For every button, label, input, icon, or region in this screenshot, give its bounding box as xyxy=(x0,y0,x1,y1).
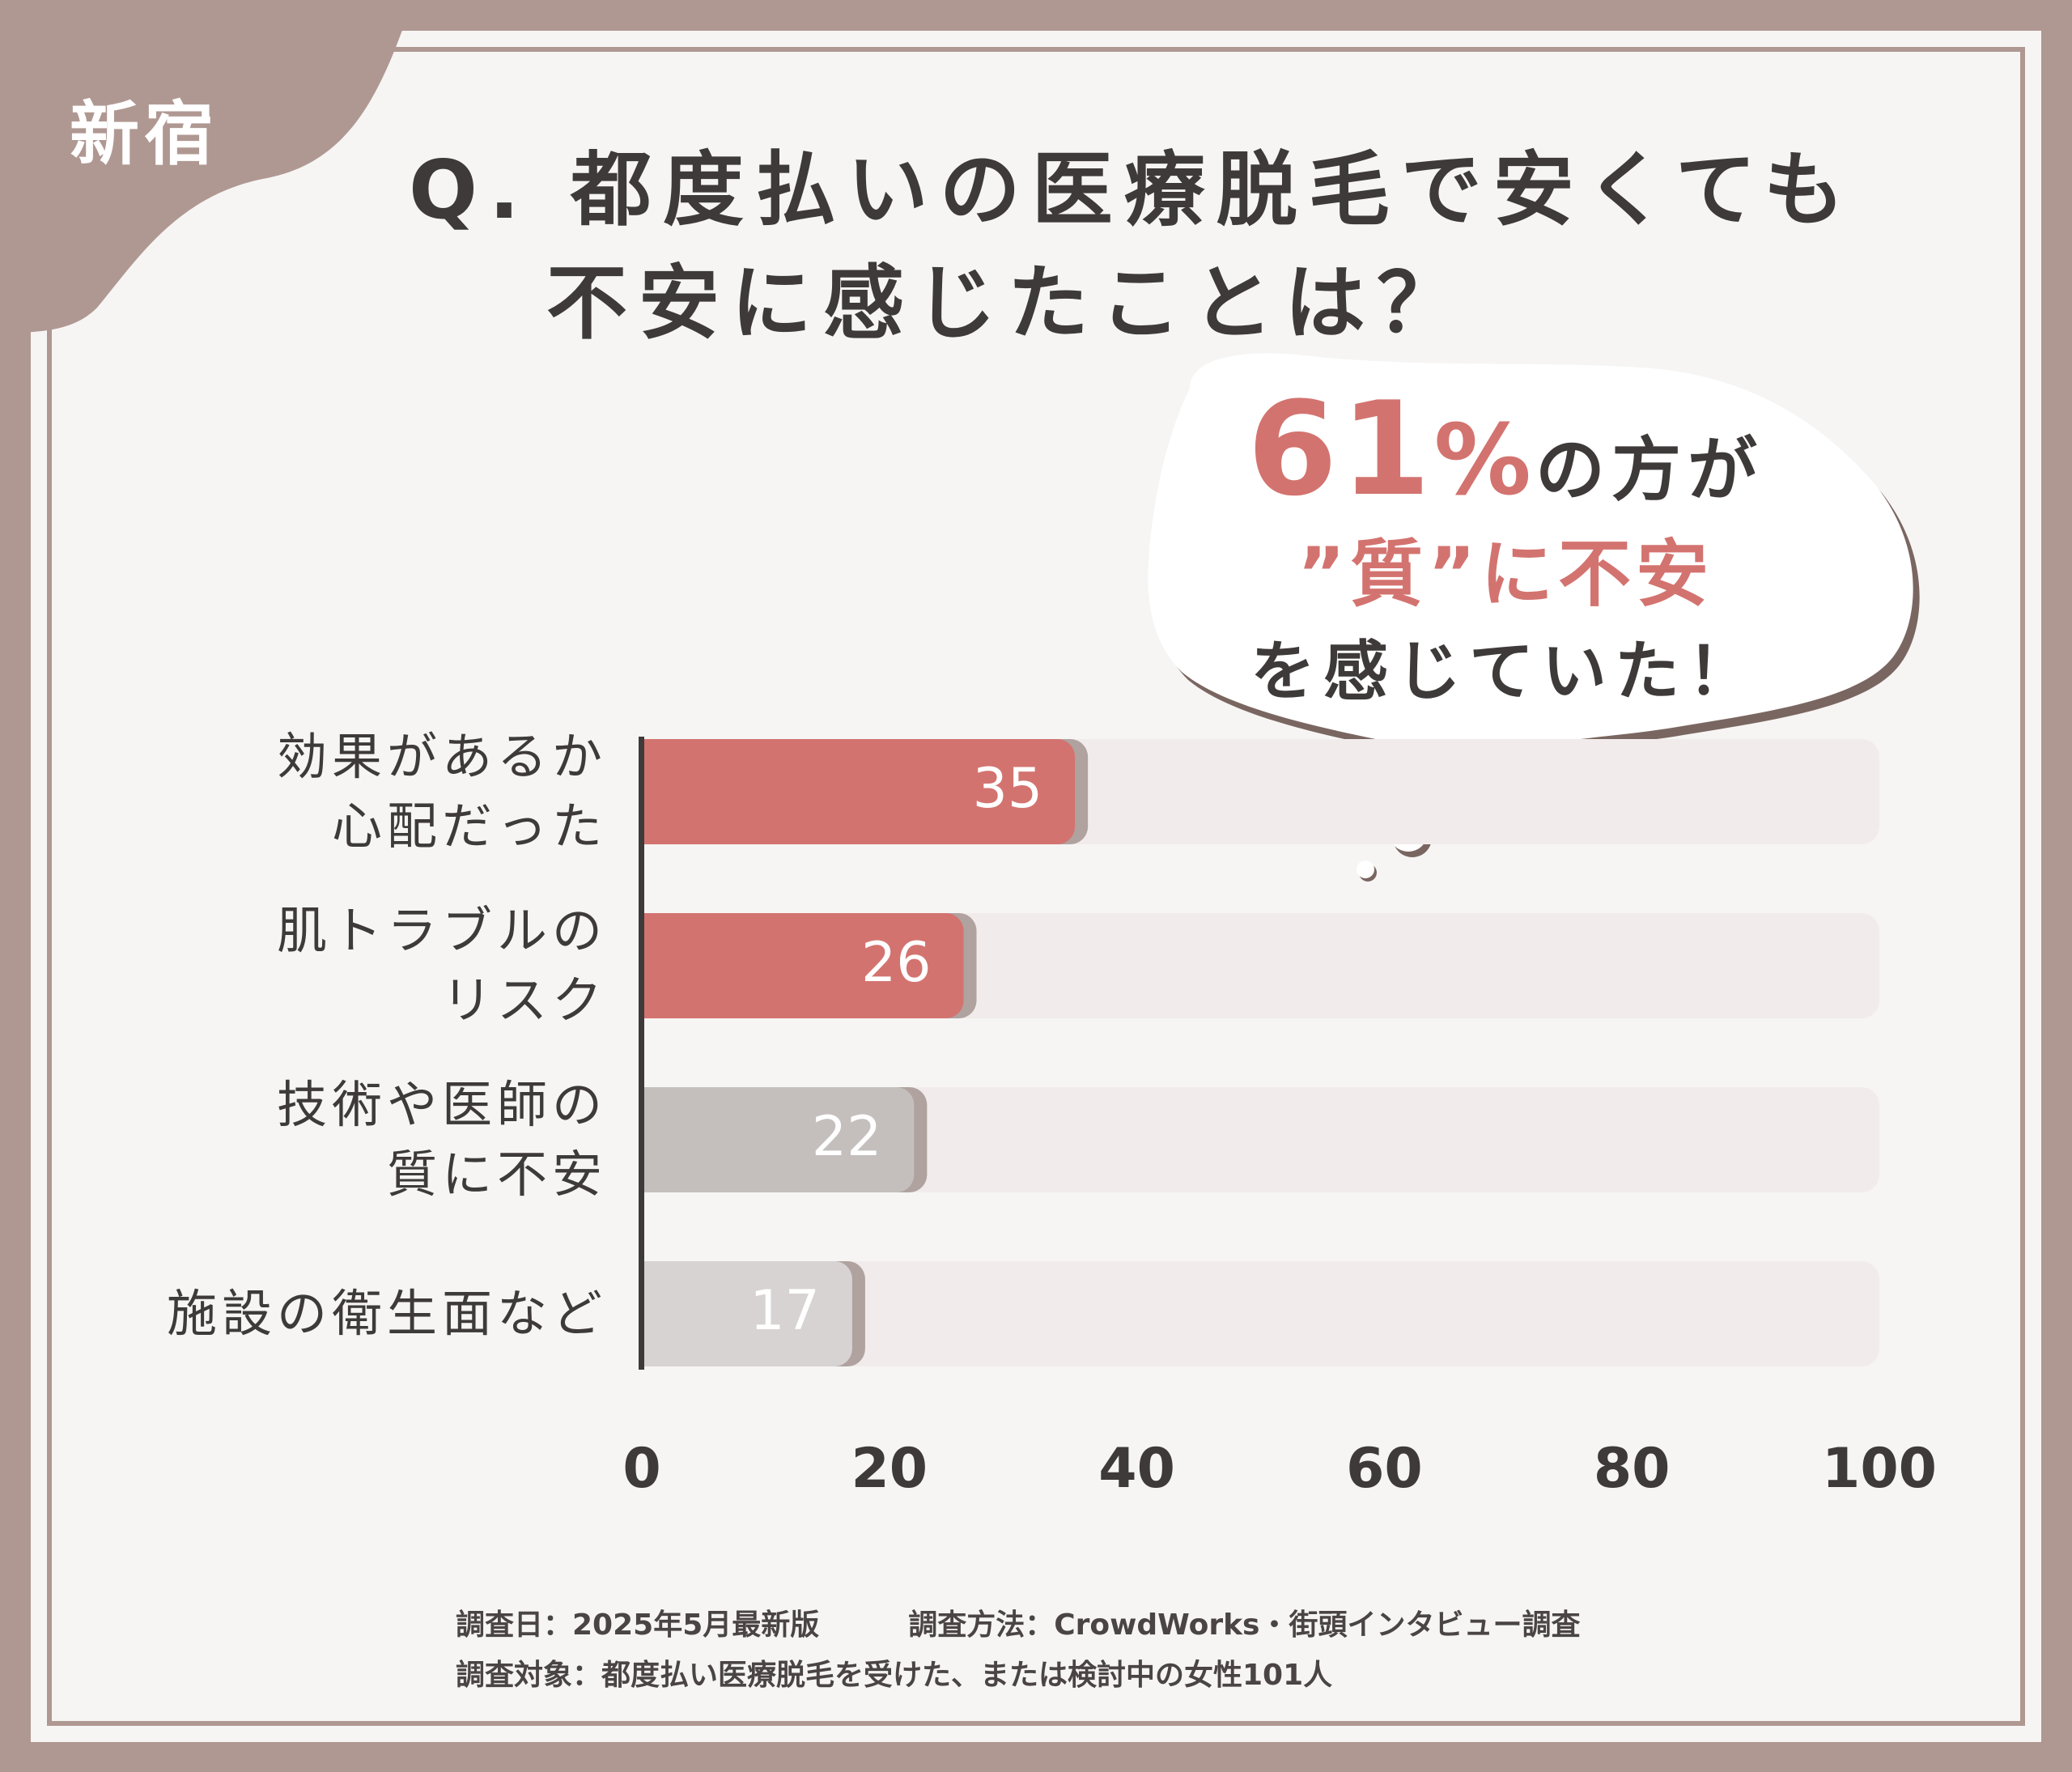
corner-blob xyxy=(0,0,413,334)
bar-edge-1 xyxy=(642,913,674,1018)
callout-text: 61% の方が ”質”に不安 を感じていた！ xyxy=(1149,372,1862,720)
speech-bubble xyxy=(1148,353,1920,882)
question-line-2: 不安に感じたことは？ xyxy=(546,256,1469,351)
bar-edge-2 xyxy=(642,1087,674,1192)
category-label-line: 施設の衛生面など xyxy=(166,1284,607,1343)
bar-value-label: 35 xyxy=(972,757,1043,821)
callout-percent-sign: % xyxy=(1433,405,1531,517)
category-label: 肌トラブルのリスク xyxy=(277,896,607,1035)
category-label-line: 心配だった xyxy=(331,797,607,856)
category-label-line: 肌トラブルの xyxy=(276,901,607,960)
survey-note-line-2: 調査対象：都度払い医療脱毛を受けた、または検討中の女性101人 xyxy=(456,1659,1333,1692)
callout-percent: 61 xyxy=(1247,373,1434,525)
bar-value-label: 17 xyxy=(749,1279,820,1343)
bar-3 xyxy=(642,1261,852,1366)
x-tick-label: 100 xyxy=(1822,1437,1937,1501)
y-axis-line xyxy=(639,737,644,1370)
callout-percent-after: の方が xyxy=(1535,430,1764,511)
bar-value-label: 26 xyxy=(861,931,932,995)
x-tick-label: 0 xyxy=(622,1437,661,1501)
callout-row-2: ”質”に不安 xyxy=(1297,532,1714,617)
survey-method: 調査方法：CrowdWorks・街頭インタビュー調査 xyxy=(908,1608,1581,1642)
x-tick-label: 60 xyxy=(1346,1437,1423,1501)
category-label: 施設の衛生面など xyxy=(167,1279,607,1349)
survey-note-line-1: 調査日：2025年5月最新版 調査方法：CrowdWorks・街頭インタビュー調査 xyxy=(456,1601,1580,1643)
bar-value-label: 22 xyxy=(811,1105,882,1169)
bar-0 xyxy=(642,739,1076,844)
category-label-line: 技術や医師の xyxy=(276,1075,607,1134)
bar-1 xyxy=(642,913,964,1018)
x-tick-label: 40 xyxy=(1098,1437,1175,1501)
card-background xyxy=(31,31,2041,1742)
survey-date: 調査日：2025年5月最新版 xyxy=(456,1608,820,1642)
question-line-1: Q. 都度払いの医療脱毛で安くても xyxy=(409,142,1856,237)
bar-track-3 xyxy=(642,1261,1879,1366)
location-tag: 新宿 xyxy=(70,94,219,175)
bar-edge-3 xyxy=(642,1261,674,1366)
category-label-line: リスク xyxy=(441,971,607,1030)
bar-edge-0 xyxy=(642,739,674,844)
bars-layer xyxy=(639,737,1879,1370)
category-label-line: 質に不安 xyxy=(386,1145,607,1204)
x-tick-label: 80 xyxy=(1593,1437,1671,1501)
category-label: 技術や医師の質に不安 xyxy=(277,1070,607,1209)
callout-row-3: を感じていた！ xyxy=(1250,634,1760,709)
callout-row-1: 61% の方が xyxy=(1149,372,1862,526)
x-tick-label: 20 xyxy=(851,1437,928,1501)
bar-2 xyxy=(642,1087,915,1192)
category-label: 効果があるか心配だった xyxy=(277,722,607,861)
bar-track-2 xyxy=(642,1087,1879,1192)
category-label-line: 効果があるか xyxy=(276,727,607,786)
